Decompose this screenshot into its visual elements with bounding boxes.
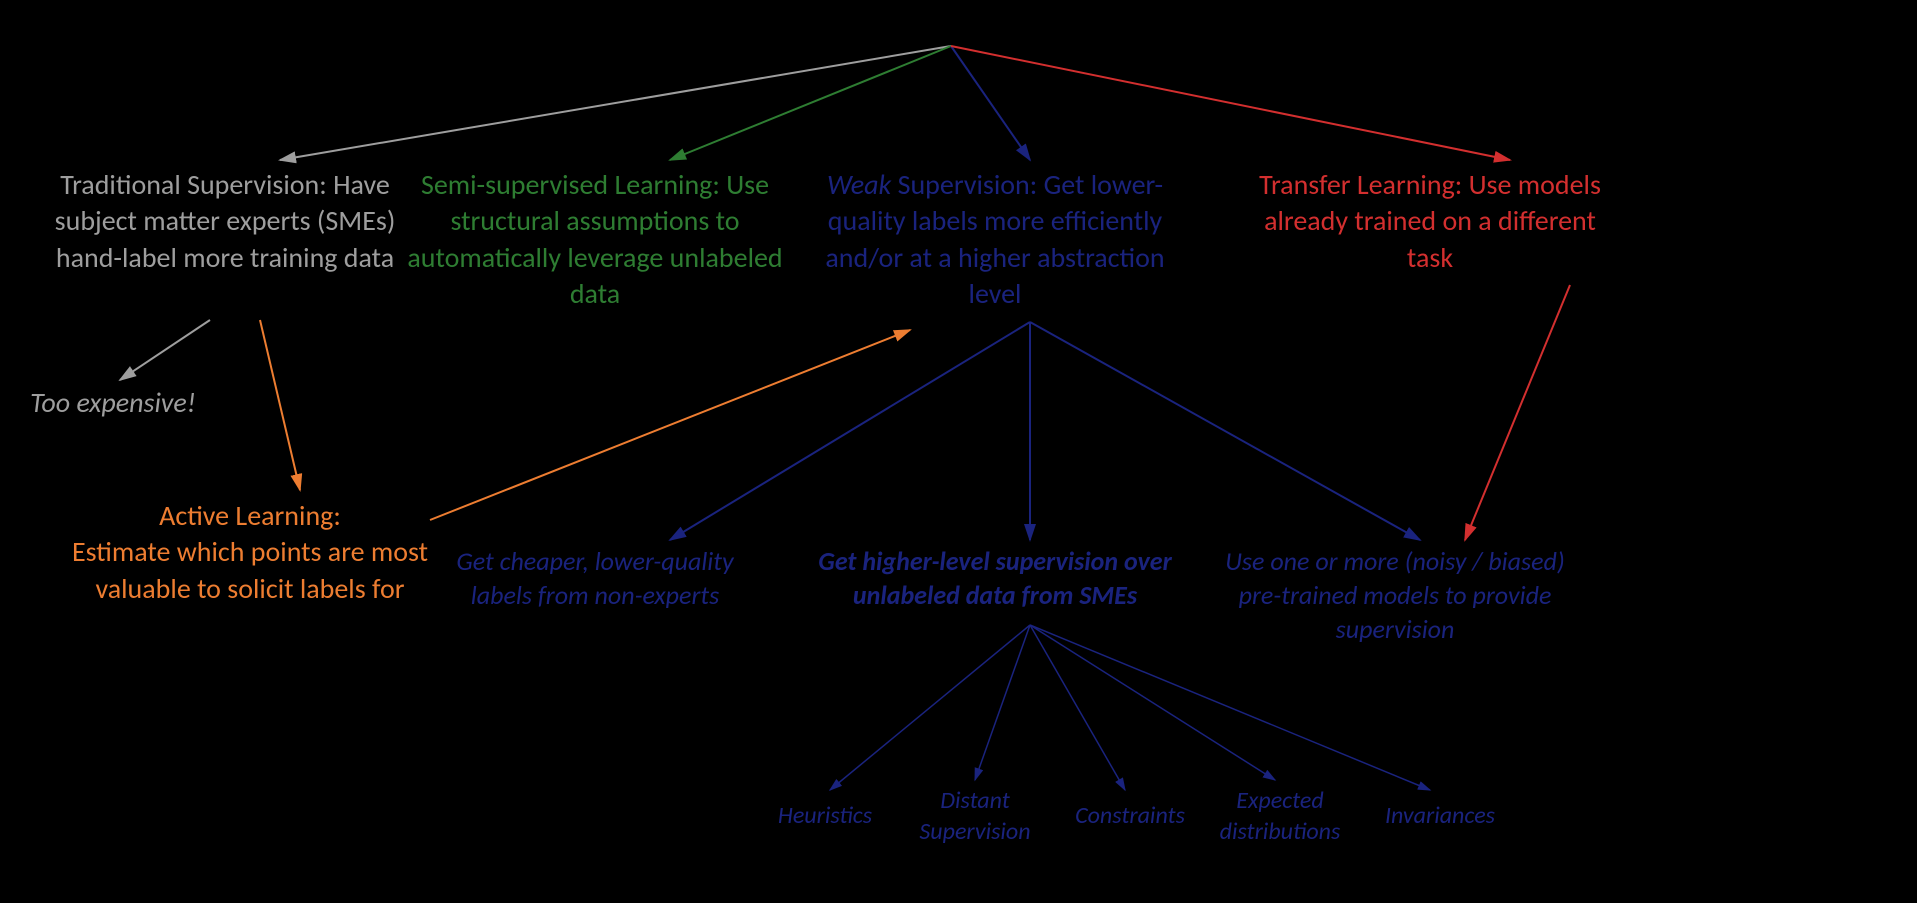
node-constraints-body: Constraints bbox=[1075, 801, 1185, 830]
node-invariances: Invariances bbox=[1365, 800, 1515, 831]
node-active: Active Learning: Estimate which points a… bbox=[70, 498, 430, 607]
node-distant: Distant Supervision bbox=[900, 785, 1050, 847]
node-transfer: Transfer Learning: Use models already tr… bbox=[1255, 167, 1605, 276]
node-weak-title-suffix: Supervision: bbox=[891, 167, 1037, 202]
node-active-title: Active Learning: bbox=[159, 498, 341, 533]
node-expected: Expected distributions bbox=[1200, 785, 1360, 847]
node-pretrained: Use one or more (noisy / biased) pre-tra… bbox=[1210, 545, 1580, 646]
node-cheaper-body: Get cheaper, lower-quality labels from n… bbox=[456, 545, 733, 611]
node-expected-body: Expected distributions bbox=[1220, 786, 1341, 846]
node-semi: Semi-supervised Learning: Use structural… bbox=[400, 167, 790, 313]
node-traditional-title: Traditional Supervision: bbox=[60, 167, 327, 202]
node-traditional: Traditional Supervision: Have subject ma… bbox=[45, 167, 405, 276]
node-higher-level: Get higher-level supervision over unlabe… bbox=[805, 545, 1185, 613]
node-pretrained-body: Use one or more (noisy / biased) pre-tra… bbox=[1225, 545, 1565, 645]
node-active-body: Estimate which points are most valuable … bbox=[72, 534, 428, 605]
node-weak-title-prefix: Weak bbox=[827, 167, 891, 202]
node-weak: Weak Supervision: Get lower-quality labe… bbox=[810, 167, 1180, 313]
node-heuristics-body: Heuristics bbox=[778, 801, 872, 830]
node-too-expensive: Too expensive! bbox=[3, 385, 223, 421]
diagram-edges bbox=[0, 0, 1917, 903]
node-cheaper: Get cheaper, lower-quality labels from n… bbox=[425, 545, 765, 613]
node-transfer-title: Transfer Learning: bbox=[1259, 167, 1462, 202]
node-higher-level-body: Get higher-level supervision over unlabe… bbox=[818, 545, 1171, 611]
node-distant-body: Distant Supervision bbox=[919, 786, 1030, 846]
node-constraints: Constraints bbox=[1055, 800, 1205, 831]
node-too-expensive-body: Too expensive! bbox=[30, 385, 196, 420]
node-heuristics: Heuristics bbox=[755, 800, 895, 831]
node-semi-title: Semi-supervised Learning: bbox=[421, 167, 720, 202]
node-invariances-body: Invariances bbox=[1385, 801, 1495, 830]
